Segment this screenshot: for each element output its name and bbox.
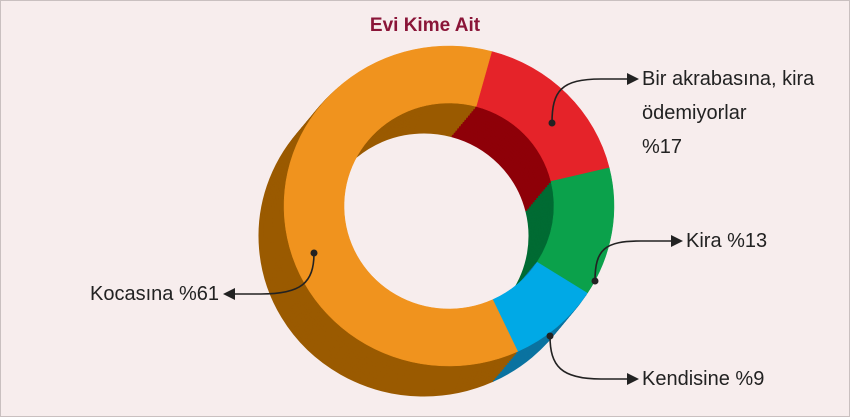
slices (258, 45, 615, 397)
chart-title: Evi Kime Ait (369, 15, 481, 36)
slice-label: Kendisine %9 (642, 362, 764, 396)
arrowhead (627, 373, 639, 385)
slice-label: Kira %13 (686, 224, 767, 258)
dot (548, 119, 556, 127)
slice-label: Kocasına %61 (90, 277, 219, 311)
category-label: Kendisine (642, 368, 730, 390)
arrowheads (223, 73, 683, 385)
leader (233, 252, 315, 295)
value-label: %9 (735, 368, 765, 390)
arrowhead (627, 73, 639, 85)
dot (310, 249, 318, 257)
slice (283, 45, 519, 367)
value-label: %61 (178, 283, 219, 305)
leader (551, 78, 629, 124)
dot (591, 277, 599, 285)
category-label: Kira (686, 230, 722, 252)
value-label: %13 (727, 230, 768, 252)
value-label: %17 (642, 136, 683, 158)
slice-label: Bir akrabasına, kira ödemiyorlar %17 (642, 62, 822, 164)
arrowhead (671, 235, 683, 247)
arrowhead (223, 288, 235, 300)
leader (594, 240, 673, 282)
category-label: Kocasına (90, 283, 174, 305)
leader (549, 335, 629, 380)
category-label: Bir akrabasına, kira ödemiyorlar (642, 68, 815, 124)
leaders (233, 78, 673, 380)
dot (546, 332, 554, 340)
